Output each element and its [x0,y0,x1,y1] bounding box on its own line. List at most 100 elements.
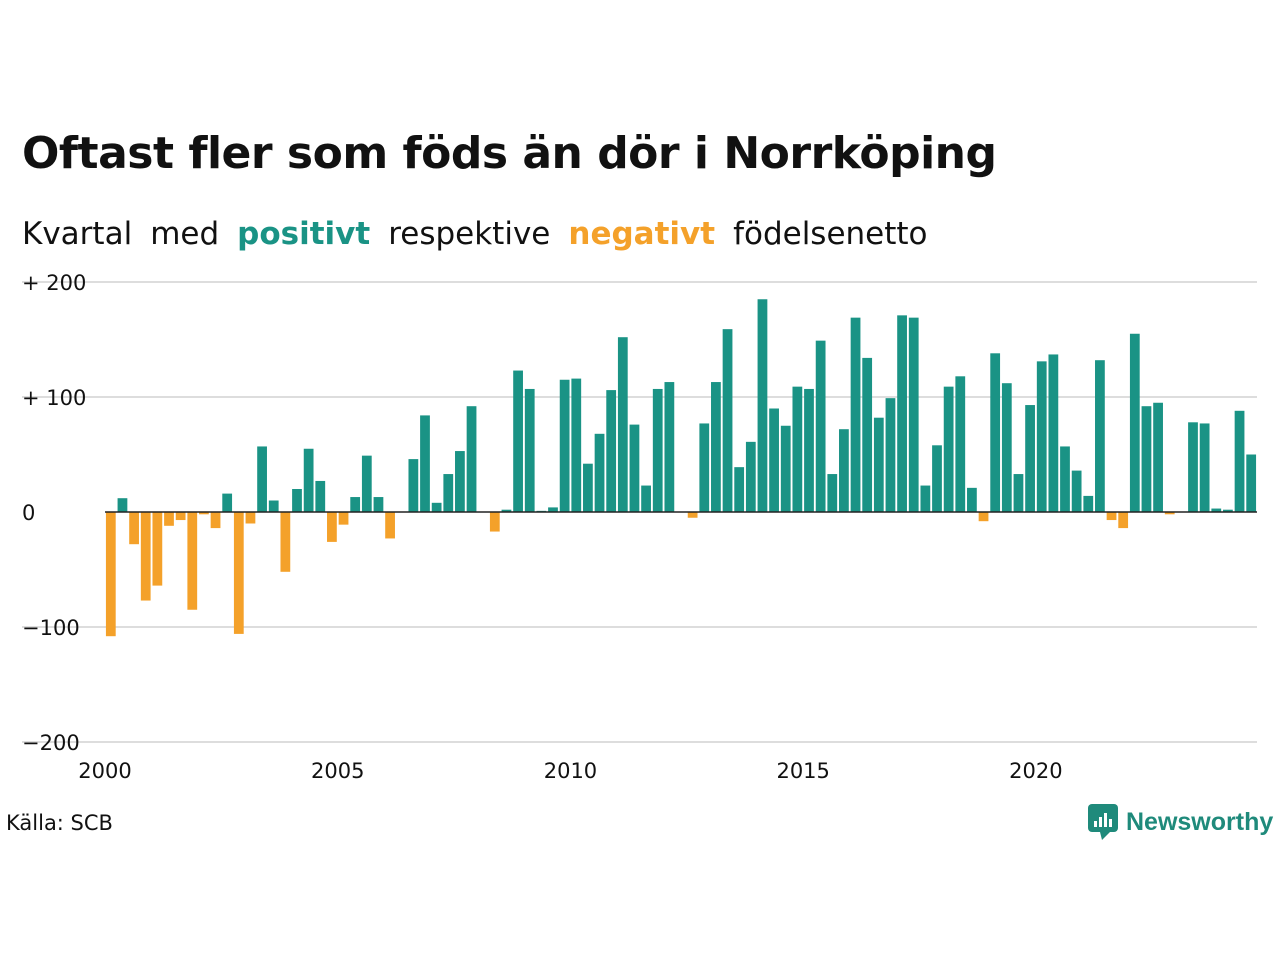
bar [1106,512,1117,521]
bar [862,357,873,512]
bar [780,425,791,512]
bar [361,455,372,512]
bar [827,474,838,512]
bar [641,485,651,512]
bar [873,417,884,512]
bar [210,512,221,529]
bar [327,512,337,542]
bar [1060,446,1070,512]
newsworthy-logo-icon [1088,804,1118,840]
bar [583,463,593,512]
y-tick-label: −200 [22,731,80,755]
bar [757,299,768,512]
bar [1211,508,1222,512]
bar [501,509,512,512]
bar [722,329,733,512]
bar [629,424,640,512]
bar [652,388,663,512]
bar [1048,354,1059,512]
bar [1223,509,1233,512]
bar [711,382,721,512]
bar [943,386,954,512]
subtitle-word-kvartal: Kvartal [22,216,133,252]
bar [908,317,919,512]
bar [978,512,989,522]
newsworthy-logo-text: Newsworthy [1126,807,1274,836]
bar [164,512,174,526]
bar [338,512,349,525]
x-tick-label: 2000 [78,759,131,783]
bar [280,512,291,572]
chart-title: Oftast fler som föds än dör i Norrköping [22,128,997,179]
bar [513,370,523,512]
bar [734,467,745,512]
bar [1153,402,1163,512]
bar [140,512,151,601]
bar [1234,410,1245,512]
bar [117,498,128,512]
bar [431,502,442,512]
bar [105,512,116,637]
bar [292,489,302,512]
bar [408,459,419,512]
x-tick-label: 2015 [776,759,829,783]
bar [524,388,535,512]
subtitle-word-fodelsenetto: födelsenetto [733,216,928,252]
bar [1246,454,1257,512]
x-tick-label: 2005 [311,759,364,783]
bar [385,512,395,539]
x-tick-label: 2010 [544,759,597,783]
subtitle-negative-label: negativt [568,216,716,252]
bar [699,423,710,512]
bar [617,337,628,512]
bar-chart: + 200 + 100 0 −100 −200 2000 2005 2010 2015 2020 [22,271,1257,783]
bar [1095,360,1105,512]
subtitle-positive-label: positivt [237,216,371,252]
bar [897,315,907,512]
bar [268,500,279,512]
bar [850,317,861,512]
subtitle-word-med: med [150,216,220,252]
bar [769,408,779,512]
bar [1036,361,1047,512]
bar [1164,512,1175,515]
bar [932,445,942,512]
bar [1013,474,1024,512]
bar [1129,333,1140,512]
bar [1141,406,1152,512]
bar [233,512,244,634]
chart-subtitle: Kvartal med positivt respektive negativt föde… [22,216,946,252]
bar [571,378,582,512]
bar [839,429,849,512]
newsworthy-logo: Newsworthy [1088,804,1273,840]
y-tick-label: −100 [22,616,80,640]
bar [303,448,314,512]
bar [1001,383,1012,512]
bar [990,353,1001,512]
bar [1118,512,1129,529]
bar [804,388,814,512]
bar [222,493,233,512]
bar [455,451,465,512]
bar [315,480,326,512]
bar [548,507,558,512]
y-tick-label: + 200 [22,271,86,295]
bar [199,512,209,515]
bar [1188,422,1198,512]
x-tick-label: 2020 [1009,759,1062,783]
y-tick-label: 0 [22,501,35,525]
bar [594,433,605,512]
bar [420,415,430,512]
bar [373,497,384,512]
bar [1071,470,1082,512]
subtitle-word-respektive: respektive [388,216,551,252]
bar [792,386,803,512]
bar [175,512,186,521]
bar [606,390,617,512]
bar [350,497,361,512]
bar [885,398,896,512]
bar [920,485,931,512]
bar [187,512,198,610]
source-note: Källa: SCB [6,811,113,835]
bar [443,474,454,512]
